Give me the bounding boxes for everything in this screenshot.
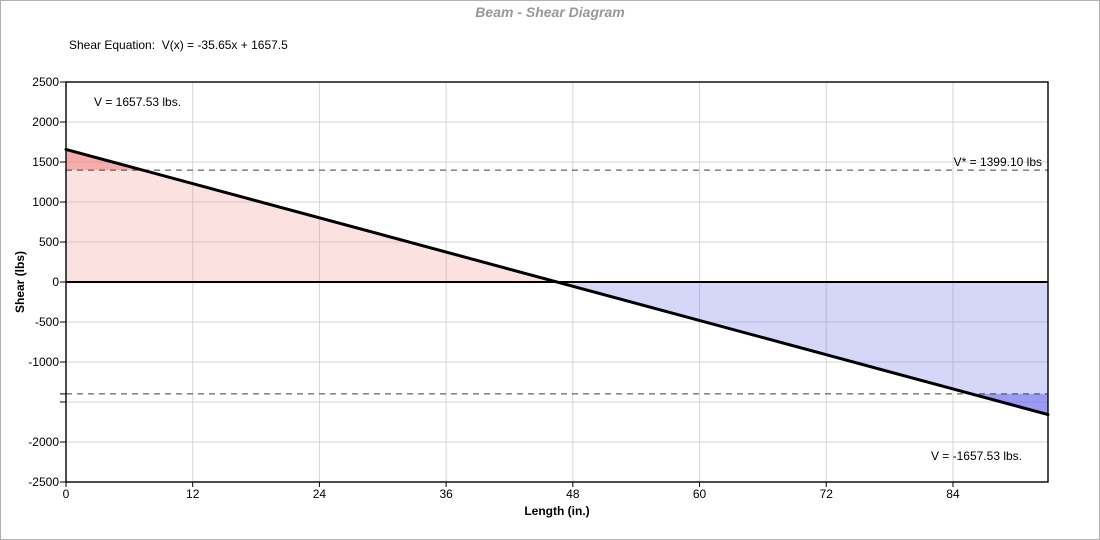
y-tick-label: 0: [52, 274, 59, 289]
annotation-shear-end: V = -1657.53 lbs.: [930, 449, 1022, 463]
x-tick-label: 84: [946, 487, 960, 501]
x-tick-label: 48: [566, 487, 580, 501]
positive-shear-fill: [66, 170, 557, 282]
y-tick-label: 2000: [32, 114, 59, 129]
annotation-allowable-shear: V* = 1399.10 lbs: [953, 155, 1042, 169]
y-tick-label: 500: [38, 234, 59, 249]
y-tick-label: -2000: [28, 434, 59, 449]
x-tick-label: 12: [186, 487, 200, 501]
y-tick-label: 2500: [32, 74, 59, 89]
x-tick-label: 72: [819, 487, 833, 501]
x-tick-label: 0: [62, 487, 70, 501]
x-tick-label: 60: [692, 487, 707, 501]
annotation-shear-start: V = 1657.53 lbs.: [94, 95, 182, 109]
y-tick-label: 1000: [32, 194, 59, 209]
y-tick-label: -2500: [28, 474, 59, 489]
x-tick-label: 24: [312, 487, 327, 501]
negative-shear-fill: [556, 282, 1048, 394]
x-tick-label: 36: [439, 487, 453, 501]
y-tick-label: 1500: [32, 154, 59, 169]
chart-title: Beam - Shear Diagram: [475, 4, 625, 20]
x-axis-title: Length (in.): [524, 504, 590, 518]
shear-equation-text: Shear Equation: V(x) = -35.65x + 1657.5: [69, 38, 288, 52]
y-tick-label: -500: [34, 314, 59, 329]
shear-line: [64, 147, 1050, 417]
y-tick-label: -1000: [28, 354, 59, 369]
